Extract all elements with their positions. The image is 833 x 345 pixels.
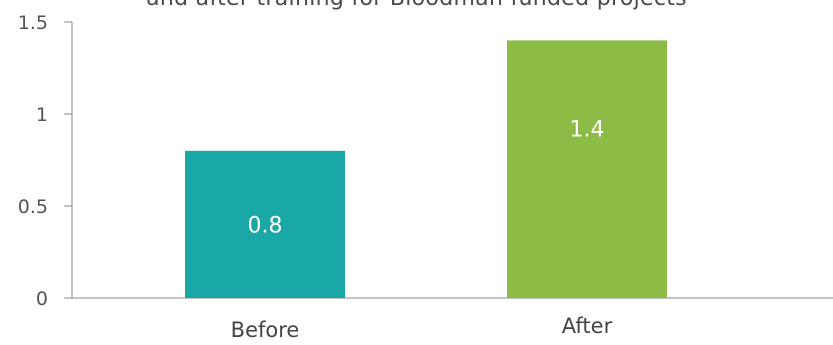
y-tick-label: 0 bbox=[36, 288, 48, 310]
bar-after bbox=[507, 40, 667, 299]
y-tick-label: 1 bbox=[36, 104, 48, 126]
data-label: 0.8 bbox=[248, 213, 283, 238]
data-label: 1.4 bbox=[570, 117, 605, 142]
y-tick-label: 1.5 bbox=[18, 12, 48, 34]
chart-title-clip: and after training for Bloodman funded p… bbox=[0, 0, 833, 11]
chart-title: and after training for Bloodman funded p… bbox=[0, 0, 833, 11]
x-tick-label: After bbox=[562, 314, 613, 338]
bar-before bbox=[185, 150, 345, 298]
y-tick-label: 0.5 bbox=[18, 196, 48, 218]
x-tick-label: Before bbox=[231, 318, 300, 342]
